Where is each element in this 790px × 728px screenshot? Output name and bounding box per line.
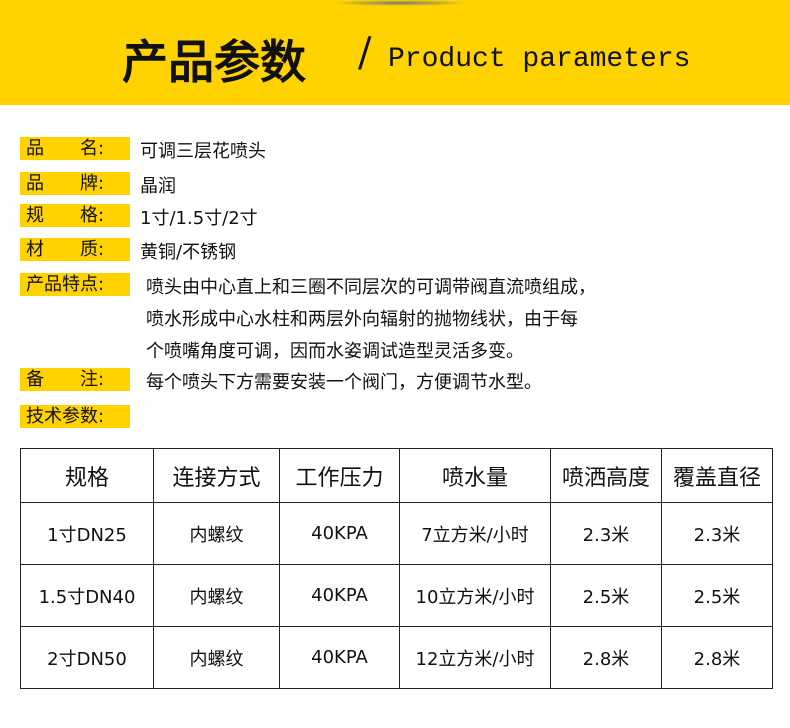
tech-label: 技术参数: <box>20 405 130 428</box>
header-cell: 规格 <box>20 448 154 503</box>
field-label: 材 质: <box>20 238 130 261</box>
table-cell: 内螺纹 <box>153 564 280 627</box>
table-cell: 12立方米/小时 <box>399 626 551 689</box>
separator: / <box>358 30 372 76</box>
title-band <box>0 0 790 105</box>
header-cell: 工作压力 <box>279 448 400 503</box>
table-row: 2寸DN50 内螺纹 40KPA 12立方米/小时 2.8米 2.8米 <box>20 626 773 689</box>
field-label: 备 注: <box>20 368 130 391</box>
header-row: 规格 连接方式 工作压力 喷水量 喷洒高度 覆盖直径 <box>20 448 773 503</box>
header-cell: 喷洒高度 <box>550 448 662 503</box>
table-cell: 2.3米 <box>661 502 773 565</box>
table-cell: 2.5米 <box>550 564 662 627</box>
table-cell: 2寸DN50 <box>20 626 154 689</box>
table-row: 1寸DN25 内螺纹 40KPA 7立方米/小时 2.3米 2.3米 <box>20 502 773 565</box>
table-cell: 2.8米 <box>661 626 773 689</box>
subtitle: Product parameters <box>388 44 691 75</box>
field-value: 喷头由中心直上和三圈不同层次的可调带阀直流喷组成， <box>146 277 596 298</box>
field-value: 个喷嘴角度可调，因而水姿调试造型灵活多变。 <box>146 341 524 362</box>
field-value: 1寸/1.5寸/2寸 <box>140 208 258 229</box>
field-value: 黄铜/不锈钢 <box>140 242 237 263</box>
table-cell: 40KPA <box>279 564 400 627</box>
field-label: 品 名: <box>20 137 130 160</box>
field-value: 晶润 <box>140 176 176 197</box>
header-cell: 覆盖直径 <box>661 448 773 503</box>
field-label: 规 格: <box>20 204 130 227</box>
field-label: 品 牌: <box>20 172 130 195</box>
table-row: 1.5寸DN40 内螺纹 40KPA 10立方米/小时 2.5米 2.5米 <box>20 564 773 627</box>
header-cell: 喷水量 <box>399 448 551 503</box>
title: 产品参数 <box>122 35 306 89</box>
table-cell: 40KPA <box>279 626 400 689</box>
field-value: 喷水形成中心水柱和两层外向辐射的抛物线状，由于每 <box>146 309 578 330</box>
field-value: 可调三层花喷头 <box>140 141 266 162</box>
field-label: 产品特点: <box>20 273 130 296</box>
spec-table: 规格 连接方式 工作压力 喷水量 喷洒高度 覆盖直径 1寸DN25 内螺纹 40KPA 7立方米/… <box>20 448 773 689</box>
table-cell: 2.8米 <box>550 626 662 689</box>
header-cell: 连接方式 <box>153 448 280 503</box>
table-cell: 内螺纹 <box>153 626 280 689</box>
table-cell: 7立方米/小时 <box>399 502 551 565</box>
table-cell: 2.5米 <box>661 564 773 627</box>
shadow <box>330 0 470 6</box>
table-cell: 内螺纹 <box>153 502 280 565</box>
field-value: 每个喷头下方需要安装一个阀门，方便调节水型。 <box>146 372 542 393</box>
table-cell: 2.3米 <box>550 502 662 565</box>
table-cell: 10立方米/小时 <box>399 564 551 627</box>
table-cell: 40KPA <box>279 502 400 565</box>
table-cell: 1寸DN25 <box>20 502 154 565</box>
table-cell: 1.5寸DN40 <box>20 564 154 627</box>
